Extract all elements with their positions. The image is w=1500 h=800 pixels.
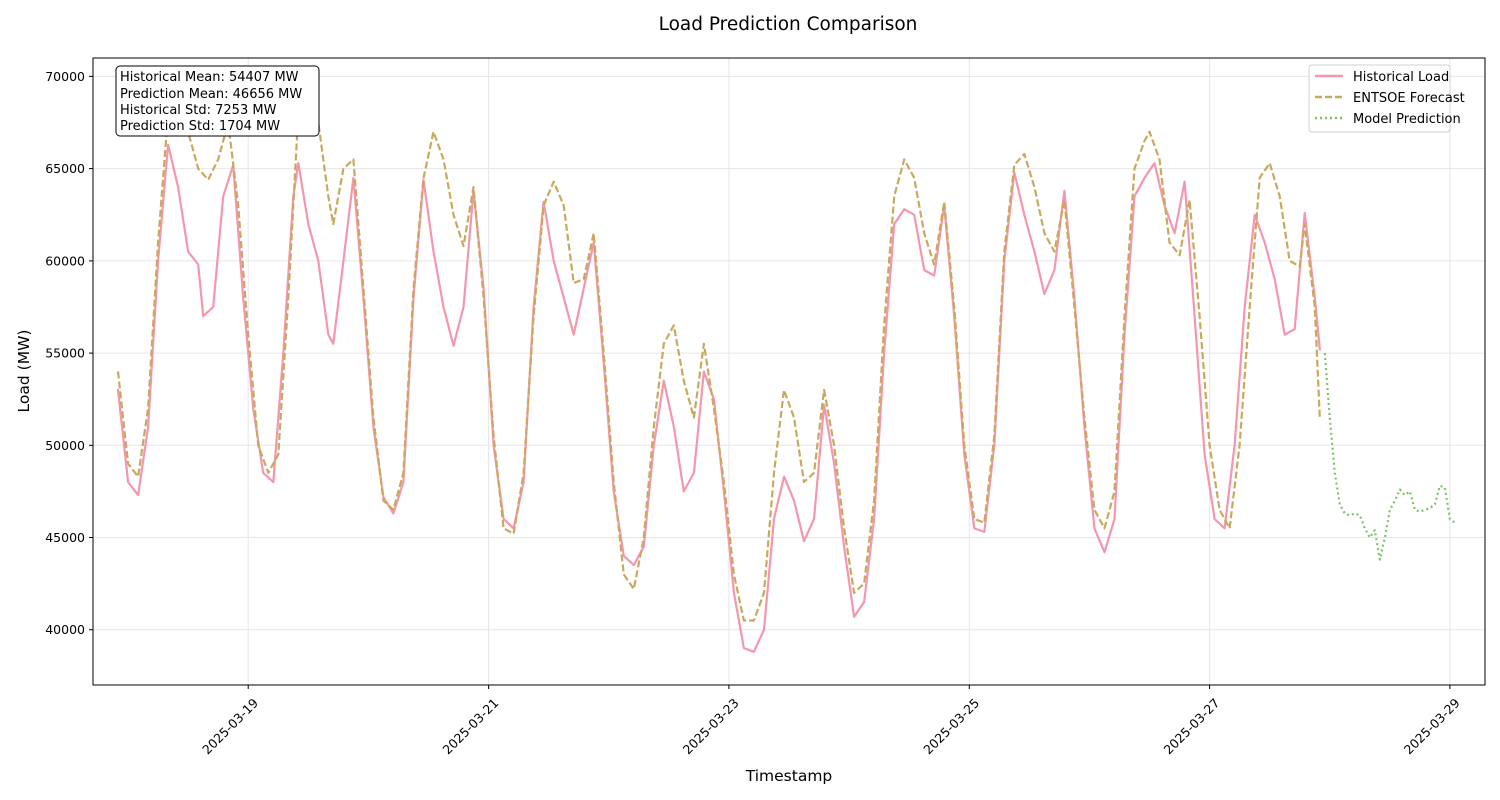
legend-label: Historical Load: [1353, 70, 1449, 85]
series-layer: [116, 88, 1456, 653]
series-historical-load: [116, 143, 1321, 653]
stats-box-frame: [115, 65, 320, 137]
y-axis-label: Load (MW): [15, 330, 33, 413]
stats-line: Prediction Mean: 46656 MW: [120, 87, 302, 102]
legend-label: Model Prediction: [1353, 112, 1461, 127]
y-axis-ticks: 40000 45000 50000 55000 60000 65000 70000: [45, 69, 93, 637]
legend-label: ENTSOE Forecast: [1353, 91, 1465, 106]
stats-line: Prediction Std: 1704 MW: [120, 119, 280, 134]
y-tick-label: 55000: [45, 346, 85, 361]
plot-frame: [92, 57, 1486, 686]
legend: Historical Load ENTSOE Forecast Model Pr…: [1308, 64, 1465, 133]
series-entsoe-forecast: [116, 88, 1321, 622]
y-tick-label: 50000: [45, 438, 85, 453]
stats-line: Historical Mean: 54407 MW: [120, 70, 299, 85]
y-tick-label: 45000: [45, 530, 85, 545]
y-tick-label: 65000: [45, 161, 85, 176]
y-tick-label: 60000: [45, 253, 85, 268]
y-tick-label: 70000: [45, 69, 85, 84]
legend-frame: [1308, 64, 1451, 133]
grid: [93, 58, 1485, 685]
chart-title: Load Prediction Comparison: [659, 14, 918, 35]
stats-line: Historical Std: 7253 MW: [120, 103, 277, 118]
x-axis-label: Timestamp: [745, 767, 833, 785]
stats-box: Historical Mean: 54407 MW Prediction Mea…: [115, 65, 320, 137]
y-tick-label: 40000: [45, 622, 85, 637]
